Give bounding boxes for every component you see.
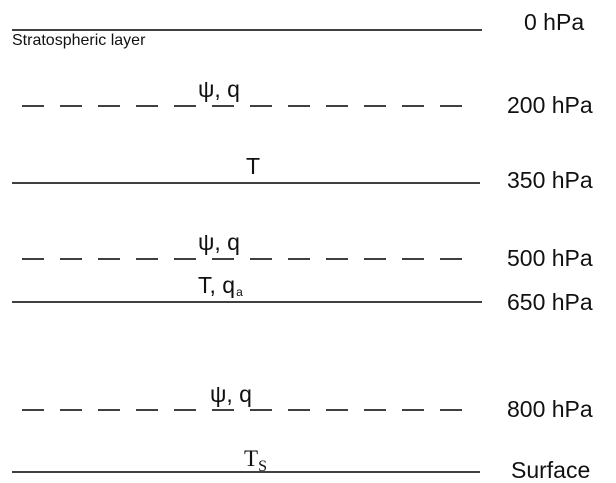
level-label-surface: Surface (511, 457, 591, 483)
variables-650hpa: T, qa (198, 272, 243, 299)
level-label-0hpa: 0 hPa (524, 9, 585, 35)
level-label-650hpa: 650 hPa (507, 289, 593, 315)
level-label-200hpa: 200 hPa (507, 92, 593, 118)
stratospheric-layer-label: Stratospheric layer (12, 32, 146, 49)
level-label-500hpa: 500 hPa (507, 245, 593, 271)
level-label-800hpa: 800 hPa (507, 396, 593, 422)
subscript-a: a (236, 285, 243, 299)
variables-200hpa: ψ, q (198, 76, 240, 102)
variables-500hpa: ψ, q (198, 229, 240, 255)
variables-surface: TS (244, 446, 267, 475)
variables-350hpa: T (246, 153, 261, 179)
level-label-350hpa: 350 hPa (507, 167, 593, 193)
subscript-s: S (258, 458, 267, 475)
variables-800hpa: ψ, q (210, 381, 252, 407)
